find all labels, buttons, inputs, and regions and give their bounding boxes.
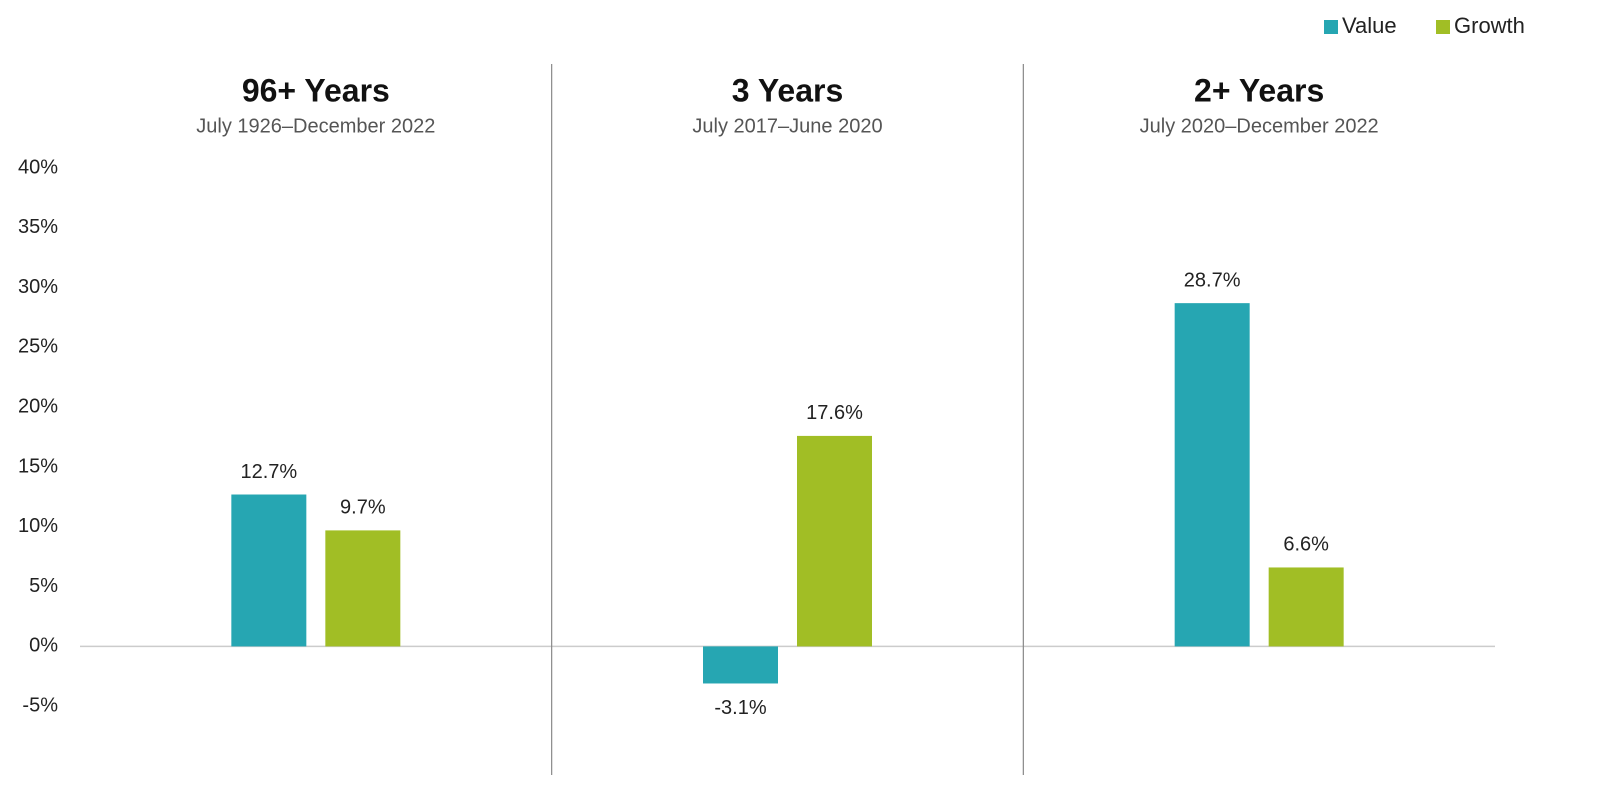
value-label: 9.7% bbox=[340, 497, 386, 519]
value-label: 6.6% bbox=[1283, 534, 1329, 556]
bar bbox=[797, 435, 872, 647]
legend-swatch bbox=[1324, 20, 1338, 34]
bar bbox=[231, 494, 307, 647]
bar bbox=[1174, 303, 1250, 647]
legend-swatch bbox=[1436, 20, 1450, 34]
panel-subtitle: July 2017–June 2020 bbox=[692, 115, 882, 137]
bar bbox=[703, 646, 778, 684]
legend-label: Value bbox=[1342, 13, 1397, 38]
bar bbox=[1268, 567, 1344, 647]
y-tick-label: 35% bbox=[18, 216, 58, 238]
y-tick-label: 25% bbox=[18, 336, 58, 358]
y-tick-label: 15% bbox=[18, 455, 58, 477]
y-tick-label: 30% bbox=[18, 276, 58, 298]
panel-subtitle: July 2020–December 2022 bbox=[1140, 115, 1379, 137]
y-tick-label: 20% bbox=[18, 395, 58, 417]
y-tick-label: 5% bbox=[29, 575, 58, 597]
y-tick-label: 10% bbox=[18, 515, 58, 537]
y-tick-label: -5% bbox=[22, 694, 58, 716]
panel-title: 3 Years bbox=[732, 72, 844, 108]
panel-title: 96+ Years bbox=[242, 72, 390, 108]
panel-title: 2+ Years bbox=[1194, 72, 1324, 108]
value-label: -3.1% bbox=[714, 697, 766, 719]
y-tick-label: 40% bbox=[18, 156, 58, 178]
legend-label: Growth bbox=[1454, 13, 1525, 38]
value-label: 17.6% bbox=[806, 402, 863, 424]
value-label: 12.7% bbox=[240, 461, 297, 483]
panel-subtitle: July 1926–December 2022 bbox=[196, 115, 435, 137]
bar bbox=[325, 530, 401, 647]
value-label: 28.7% bbox=[1184, 269, 1241, 291]
y-tick-label: 0% bbox=[29, 635, 58, 657]
